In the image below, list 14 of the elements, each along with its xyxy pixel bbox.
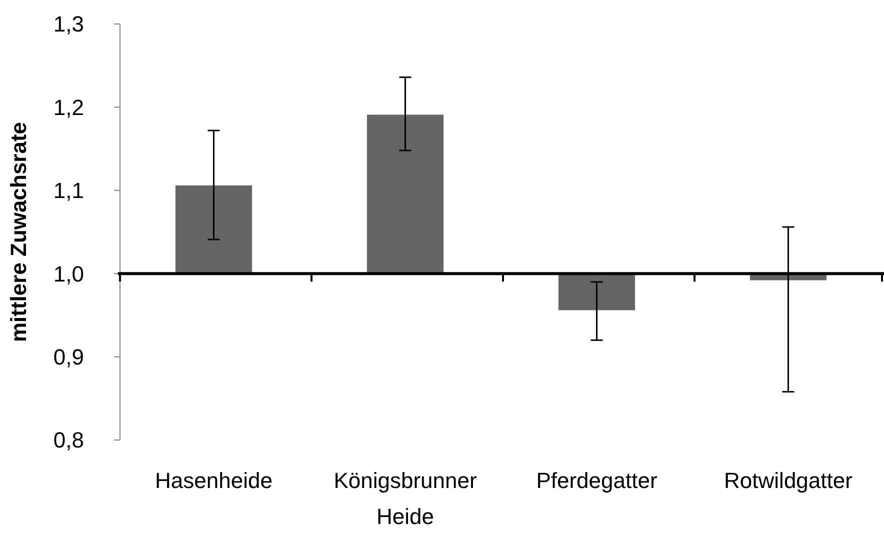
y-tick-label: 1,3: [53, 12, 84, 37]
y-tick-label: 0,9: [53, 344, 84, 370]
x-tick-label: Pferdegatter: [536, 468, 658, 493]
y-tick-label: 1,2: [53, 94, 84, 120]
y-tick-label: 0,8: [53, 428, 84, 453]
bar: [558, 274, 636, 310]
y-axis-title: mittlere Zuwachsrate: [6, 122, 31, 342]
x-tick-label: Rotwildgatter: [724, 468, 852, 493]
bar: [366, 114, 444, 274]
y-tick-label: 1,1: [53, 178, 84, 204]
x-tick-label: Hasenheide: [155, 468, 272, 493]
bar: [175, 185, 252, 274]
x-tick-label: Königsbrunner Heide: [334, 468, 477, 529]
y-tick-label: 1,0: [53, 261, 84, 286]
